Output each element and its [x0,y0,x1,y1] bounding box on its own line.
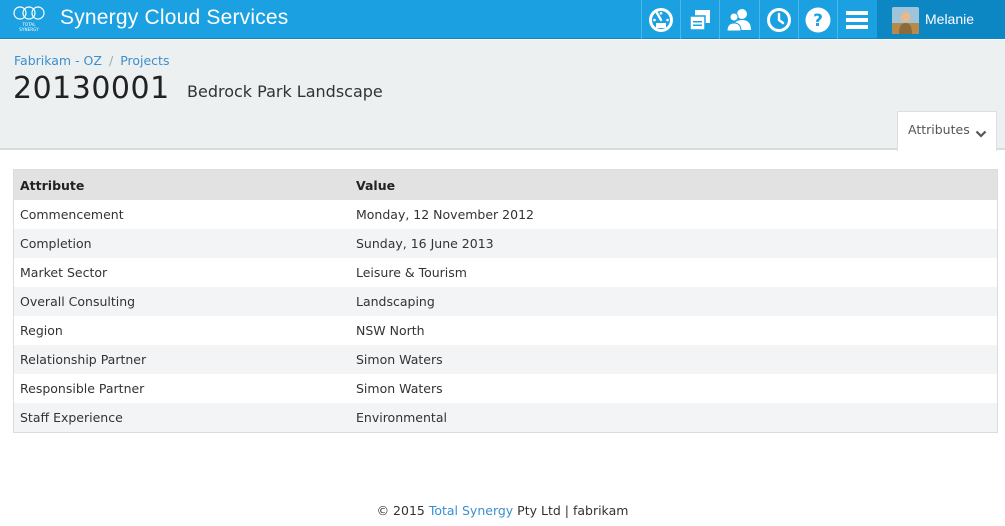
svg-text:SYNERGY: SYNERGY [19,27,39,32]
table-row: Responsible Partner Simon Waters [14,374,997,403]
footer: © 2015 Total Synergy Pty Ltd | fabrikam [0,503,1005,518]
table-row: Staff Experience Environmental [14,403,997,432]
user-menu[interactable]: Melanie [877,0,1005,39]
svg-text:?: ? [813,11,823,31]
help-icon[interactable]: ? [798,0,837,39]
attribute-cell: Relationship Partner [14,345,350,374]
table-row: Overall Consulting Landscaping [14,287,997,316]
attribute-cell: Overall Consulting [14,287,350,316]
project-name: Bedrock Park Landscape [187,82,383,101]
table-row: Completion Sunday, 16 June 2013 [14,229,997,258]
value-cell: Sunday, 16 June 2013 [350,229,997,258]
user-name: Melanie [925,11,975,27]
attributes-tab-label: Attributes [908,122,970,137]
attribute-cell: Responsible Partner [14,374,350,403]
value-cell: Environmental [350,403,997,432]
avatar [892,7,919,34]
attribute-cell: Market Sector [14,258,350,287]
menu-icon[interactable] [837,0,876,39]
top-bar: TOTAL SYNERGY Synergy Cloud Services [0,0,1005,39]
table-row: Relationship Partner Simon Waters [14,345,997,374]
value-cell: Landscaping [350,287,997,316]
table-row: Market Sector Leisure & Tourism [14,258,997,287]
breadcrumb: Fabrikam - OZ / Projects [14,53,169,68]
value-cell: Monday, 12 November 2012 [350,200,997,229]
breadcrumb-company-link[interactable]: Fabrikam - OZ [14,53,102,68]
attribute-cell: Commencement [14,200,350,229]
value-cell: Simon Waters [350,374,997,403]
breadcrumb-projects-link[interactable]: Projects [120,53,170,68]
attributes-table: Attribute Value Commencement Monday, 12 … [13,169,998,433]
table-header-row: Attribute Value [14,170,997,200]
clock-icon[interactable] [759,0,798,39]
chevron-down-icon [975,124,987,143]
windows-icon[interactable] [680,0,719,39]
attribute-cell: Region [14,316,350,345]
attribute-cell: Completion [14,229,350,258]
footer-company-link[interactable]: Total Synergy [428,503,514,518]
speedometer-icon[interactable] [641,0,680,39]
app-title[interactable]: Synergy Cloud Services [60,6,289,29]
table-row: Region NSW North [14,316,997,345]
attribute-cell: Staff Experience [14,403,350,432]
value-cell: Simon Waters [350,345,997,374]
page-header: Fabrikam - OZ / Projects 20130001 Bedrock … [0,40,1005,151]
total-synergy-logo[interactable]: TOTAL SYNERGY [12,4,46,34]
people-icon[interactable] [719,0,758,39]
column-header-attribute: Attribute [14,170,350,200]
svg-text:TOTAL: TOTAL [21,22,36,27]
breadcrumb-separator: / [108,53,114,68]
footer-copyright: © 2015 [376,503,429,518]
project-code: 20130001 [13,71,170,106]
column-header-value: Value [350,170,997,200]
value-cell: NSW North [350,316,997,345]
attributes-tab[interactable]: Attributes [897,111,997,151]
footer-suffix: Pty Ltd | fabrikam [513,503,629,518]
table-row: Commencement Monday, 12 November 2012 [14,200,997,229]
value-cell: Leisure & Tourism [350,258,997,287]
